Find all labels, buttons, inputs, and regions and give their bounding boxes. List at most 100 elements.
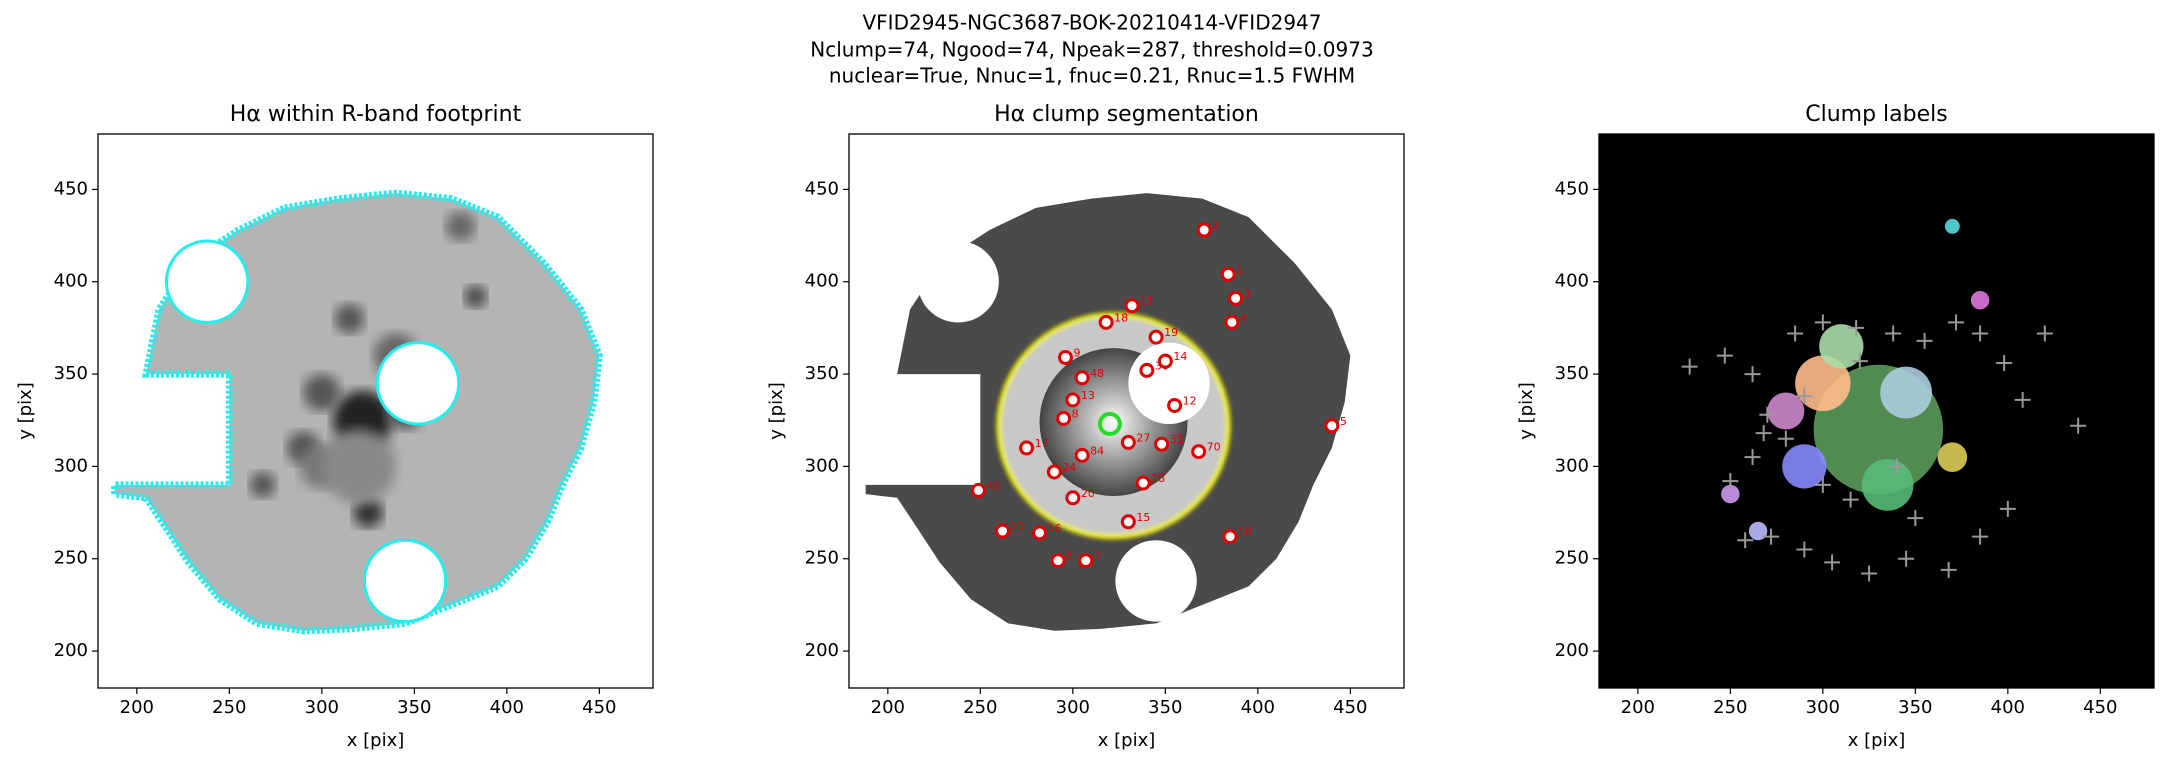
y-tick-label: 300 xyxy=(1555,455,1589,476)
emission xyxy=(249,471,276,498)
clump-label: 20 xyxy=(1081,487,1095,500)
x-tick-label: 400 xyxy=(490,697,524,718)
clump-label: 19 xyxy=(1164,326,1178,339)
peak xyxy=(1744,449,1761,466)
clump xyxy=(1120,434,1136,450)
x-tick-label: 300 xyxy=(1806,697,1840,718)
clump xyxy=(1032,525,1048,541)
peak xyxy=(1824,554,1841,571)
y-tick-label: 300 xyxy=(805,455,839,476)
figure-title: nuclear=True, Nnuc=1, fnuc=0.21, Rnuc=1.… xyxy=(829,64,1355,88)
clump-label: 84 xyxy=(1090,444,1104,457)
figure-title: Nclump=74, Ngood=74, Npeak=287, threshol… xyxy=(810,38,1373,62)
peak xyxy=(1737,532,1754,549)
emission xyxy=(445,211,476,242)
y-tick-label: 250 xyxy=(805,548,839,569)
mask-hole xyxy=(375,341,461,426)
mask-hole xyxy=(164,239,250,324)
clump-label: 15 xyxy=(1136,511,1150,524)
emission xyxy=(464,285,487,308)
label-region xyxy=(1721,484,1740,504)
clump xyxy=(1148,329,1164,345)
label-region xyxy=(1767,392,1805,430)
clump xyxy=(1065,392,1081,408)
peak xyxy=(1851,353,1868,370)
x-tick-label: 450 xyxy=(582,697,616,718)
clump-label: 16 xyxy=(1048,522,1062,535)
clump xyxy=(1074,447,1090,463)
clump xyxy=(1196,222,1212,238)
clump xyxy=(1120,514,1136,530)
x-tick-label: 200 xyxy=(120,697,154,718)
y-tick-label: 450 xyxy=(54,178,88,199)
clump xyxy=(1139,362,1155,378)
clump xyxy=(971,482,986,498)
mask-hole xyxy=(1128,342,1210,424)
peak xyxy=(1814,314,1831,331)
clump-label: 7 xyxy=(1094,550,1101,563)
clump-label: 4 xyxy=(1240,311,1247,324)
clump-label: 12 xyxy=(1183,394,1197,407)
peak xyxy=(1722,473,1739,490)
label-region xyxy=(1937,442,1968,472)
clump xyxy=(995,523,1011,539)
peak xyxy=(1787,325,1804,342)
clump-label: 31 xyxy=(1170,433,1184,446)
clump xyxy=(1224,314,1240,330)
label-region xyxy=(1861,458,1914,511)
peak xyxy=(1777,430,1794,447)
peak xyxy=(1972,528,1989,545)
peak xyxy=(1759,406,1776,423)
peak xyxy=(1681,358,1698,375)
peak xyxy=(1888,458,1905,475)
clump-label: 1 xyxy=(1236,263,1243,276)
mask-hole xyxy=(1115,540,1197,622)
clump xyxy=(1124,298,1140,314)
y-tick-label: 200 xyxy=(1555,640,1589,661)
x-tick-label: 200 xyxy=(1621,697,1655,718)
clump xyxy=(1222,529,1238,545)
x-tick-label: 300 xyxy=(1056,697,1090,718)
peak xyxy=(1948,314,1965,331)
y-axis-label: y [pix] xyxy=(15,382,36,440)
y-tick-label: 400 xyxy=(54,271,88,292)
clump-label: 70 xyxy=(1207,441,1221,454)
peak xyxy=(1861,565,1878,582)
clump-label: 48 xyxy=(1090,367,1104,380)
label-region xyxy=(1970,290,1990,310)
peak xyxy=(1716,347,1733,364)
y-tick-label: 250 xyxy=(1555,548,1589,569)
x-axis-label: x [pix] xyxy=(347,730,405,751)
x-tick-label: 350 xyxy=(397,697,431,718)
clump-label: 27 xyxy=(1136,431,1150,444)
figure-title: VFID2945-NGC3687-BOK-20210414-VFID2947 xyxy=(863,11,1322,35)
clump xyxy=(1065,490,1081,506)
clump-label: 18 xyxy=(1114,311,1128,324)
clump xyxy=(1220,266,1236,282)
clump xyxy=(1074,370,1090,386)
x-tick-label: 350 xyxy=(1898,697,1932,718)
clump xyxy=(1056,410,1072,426)
axes-frame xyxy=(848,133,1405,689)
axes-frame xyxy=(97,133,654,689)
y-tick-label: 250 xyxy=(54,548,88,569)
axes-title: Hα clump segmentation xyxy=(994,102,1259,127)
y-tick-label: 350 xyxy=(805,363,839,384)
clump-label: 6 xyxy=(1066,550,1073,563)
peak xyxy=(1848,319,1865,336)
clump-label: 5 xyxy=(1340,415,1347,428)
emission xyxy=(353,497,383,528)
peak xyxy=(1755,425,1772,442)
clump-label: 11 xyxy=(1140,295,1154,308)
nucleus xyxy=(1097,411,1122,436)
y-axis-label: y [pix] xyxy=(1516,382,1537,440)
clump xyxy=(1046,464,1062,480)
y-axis-label: y [pix] xyxy=(766,382,787,440)
axes-title: Hα within R-band footprint xyxy=(230,102,522,127)
clump xyxy=(1324,418,1340,434)
clump xyxy=(1167,397,1183,413)
x-tick-label: 450 xyxy=(1333,697,1367,718)
label-region xyxy=(1782,444,1827,489)
peak xyxy=(1898,550,1915,567)
